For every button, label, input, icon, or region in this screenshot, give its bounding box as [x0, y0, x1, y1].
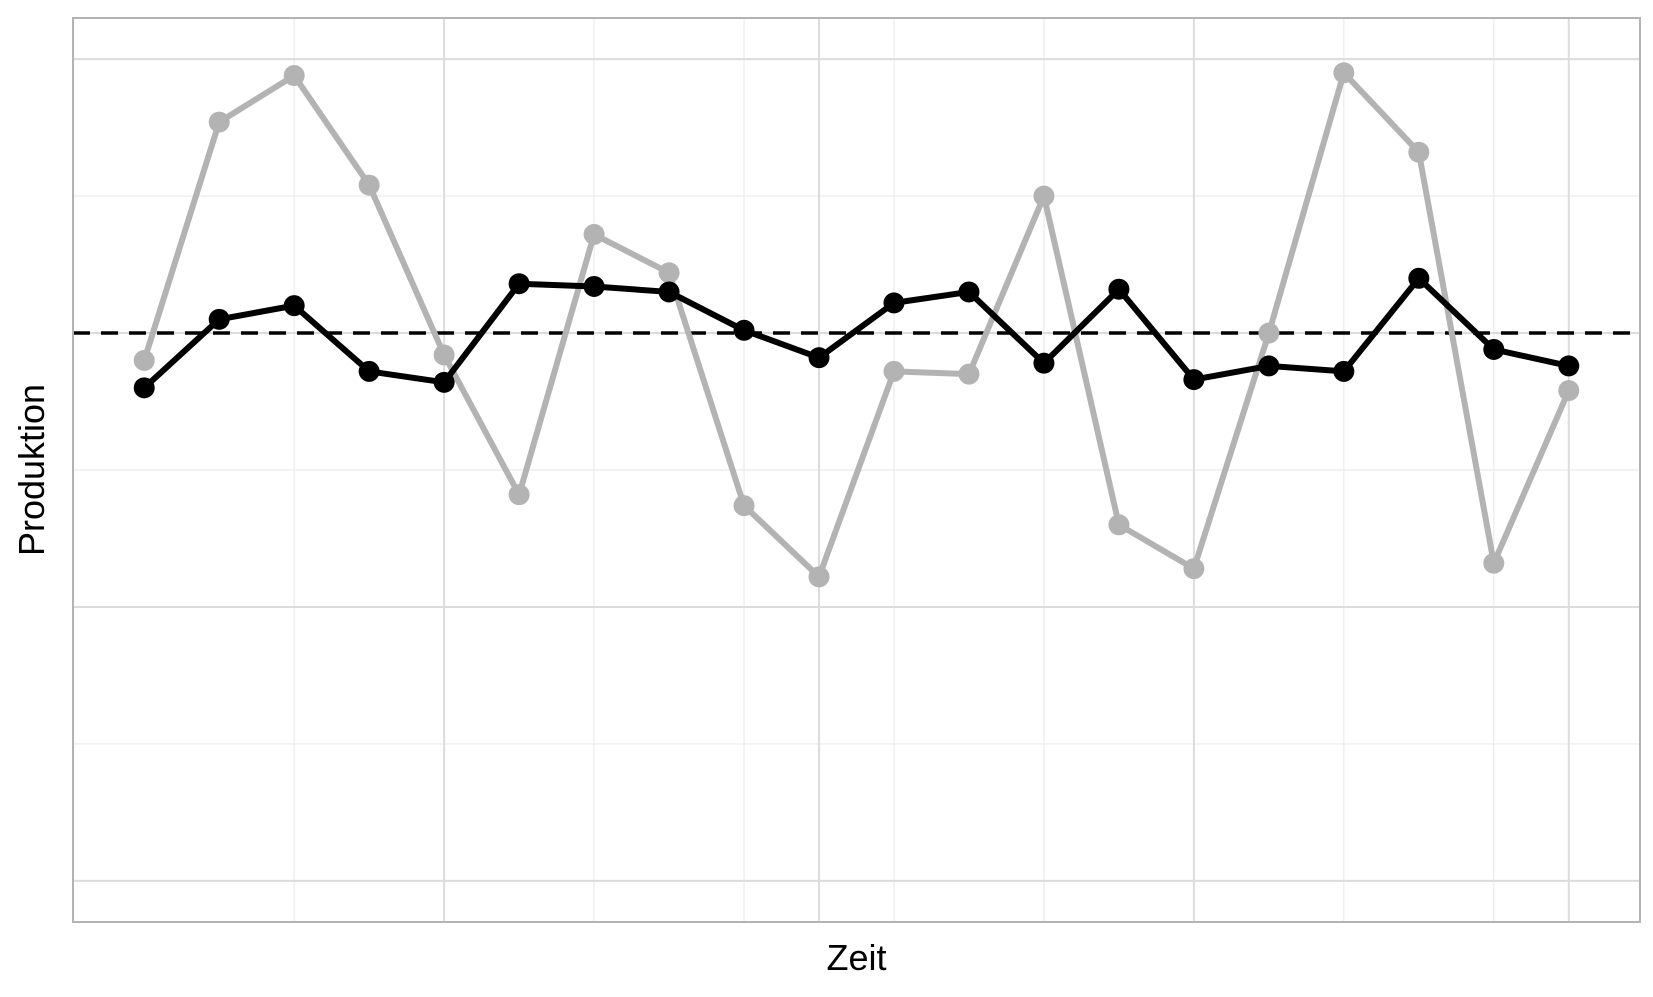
series-2-line [141, 275, 1572, 391]
series-2-point [958, 281, 980, 303]
series-1-point [508, 484, 530, 506]
series-1-point [658, 262, 680, 284]
series-1-point [283, 65, 305, 87]
series-1-point [583, 223, 605, 245]
series-2-point [733, 319, 755, 341]
series-2-point [508, 273, 530, 295]
series-1-point [1558, 380, 1580, 402]
series-2-point [808, 347, 830, 369]
series-1-point [883, 360, 905, 382]
series-2-point [1483, 338, 1505, 360]
series-2-point [433, 371, 455, 393]
series-1-line [141, 69, 1572, 580]
series-2-point [283, 295, 305, 317]
series-2-point [208, 308, 230, 330]
series-1-point [1183, 558, 1205, 580]
series-2-point [583, 275, 605, 297]
series-2 [133, 267, 1580, 399]
series-2-point [1108, 278, 1130, 300]
major-gridlines [73, 18, 1640, 922]
series-2-point [1258, 355, 1280, 377]
series-1-point [808, 566, 830, 588]
series-1-point [1408, 141, 1430, 163]
series-2-point [358, 360, 380, 382]
series-layer [133, 62, 1580, 588]
series-1-point [1108, 514, 1130, 536]
series-2-point [883, 292, 905, 314]
series-1-point [1258, 322, 1280, 344]
series-2-point [1408, 267, 1430, 289]
series-1-point [208, 111, 230, 133]
series-2-point [1183, 369, 1205, 391]
panel-border [72, 17, 1641, 923]
series-2-point [133, 377, 155, 399]
series-2-point [1333, 360, 1355, 382]
series-1-point [358, 174, 380, 196]
series-1-point [1483, 552, 1505, 574]
series-1-point [1033, 185, 1055, 207]
series-1-point [433, 344, 455, 366]
series-1-point [1333, 62, 1355, 84]
series-1-point [958, 363, 980, 385]
series-2-point [658, 281, 680, 303]
series-2-point [1558, 355, 1580, 377]
series-2-point [1033, 352, 1055, 374]
x-axis-label: Zeit [826, 937, 886, 978]
series-1 [133, 62, 1580, 588]
series-1-point [733, 495, 755, 517]
y-axis-label: Produktion [11, 384, 52, 556]
series-1-point [133, 349, 155, 371]
